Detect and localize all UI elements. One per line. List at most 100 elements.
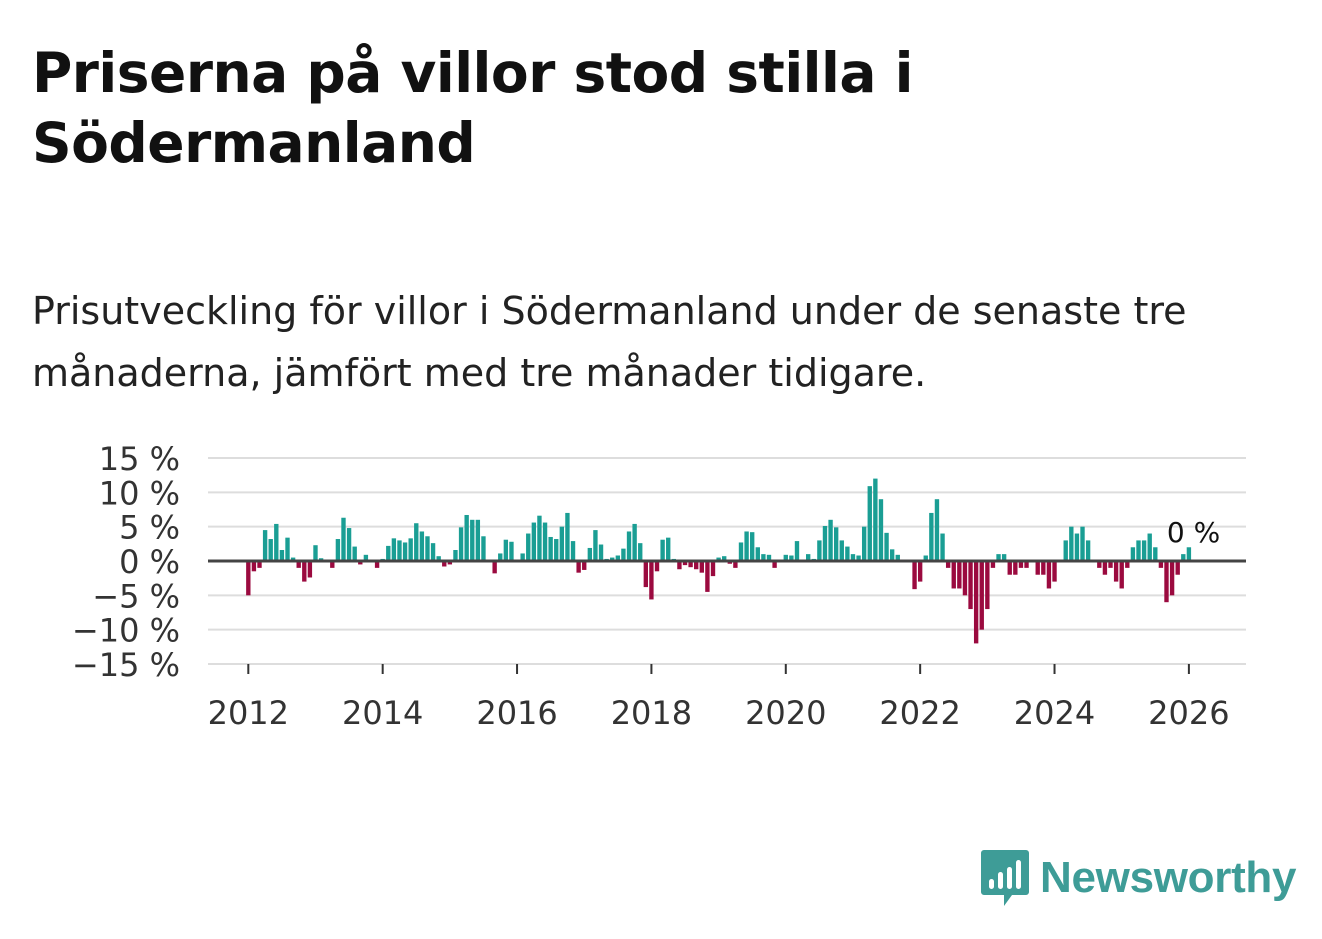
bar (962, 561, 968, 596)
bar (794, 541, 800, 561)
bar (576, 561, 581, 573)
bar (649, 561, 654, 600)
bar (1136, 540, 1141, 561)
bar (386, 545, 391, 561)
bar (257, 561, 262, 568)
bar (1169, 561, 1175, 596)
bar (878, 499, 884, 561)
bar (968, 561, 973, 610)
bar (262, 530, 268, 561)
bar (1085, 540, 1091, 561)
bar (593, 530, 598, 561)
bar (475, 519, 481, 561)
bar (374, 561, 380, 568)
bar (738, 542, 744, 561)
bar (940, 533, 945, 561)
y-tick-label: −10 % (72, 612, 180, 650)
bar (1080, 526, 1085, 561)
bar (408, 538, 413, 561)
bar (783, 554, 788, 561)
page-title: Priserna på villor stod stilla i Söderma… (32, 41, 914, 175)
y-tick-label: −5 % (92, 577, 180, 615)
bar (912, 561, 917, 590)
bar (1164, 561, 1169, 603)
bar (772, 561, 777, 568)
bar (453, 550, 458, 561)
bar (660, 539, 665, 561)
bar (447, 561, 453, 565)
bar (845, 546, 850, 561)
bar (1052, 561, 1057, 582)
bar (492, 561, 497, 574)
bar (973, 561, 979, 644)
bar (391, 538, 397, 561)
bar (1119, 561, 1124, 589)
bar (464, 514, 469, 561)
bar (279, 550, 285, 561)
bar-chart: 15 %10 %5 %0 %−5 %−10 %−15 % 2012 2014 201… (72, 440, 1246, 732)
y-tick-label: 5 % (119, 509, 180, 547)
y-axis-ticks: 15 %10 %5 %0 %−5 %−10 %−15 % (72, 440, 180, 684)
bar (419, 531, 425, 561)
bar (688, 561, 693, 568)
bar (346, 528, 352, 561)
bar (1158, 561, 1164, 568)
bar (1186, 547, 1192, 561)
bar (677, 561, 682, 570)
bar (945, 561, 951, 568)
bar (1147, 533, 1152, 561)
annotations: 0 % (1167, 516, 1220, 549)
x-tick-label: 2018 (611, 694, 692, 732)
bar (682, 561, 688, 566)
bar (1018, 561, 1024, 568)
bar (990, 561, 996, 568)
bar (733, 561, 738, 568)
x-tick-label: 2026 (1148, 694, 1229, 732)
bar (1013, 561, 1018, 575)
y-tick-label: −15 % (72, 646, 180, 684)
bar (666, 537, 671, 561)
bar (979, 561, 984, 630)
bar (425, 536, 430, 561)
bar (397, 540, 402, 561)
bar (626, 531, 632, 561)
bar (442, 561, 447, 567)
bar (806, 554, 811, 561)
bar (615, 555, 621, 561)
bar (744, 531, 749, 561)
x-tick-label: 2024 (1014, 694, 1095, 732)
bar (285, 537, 290, 561)
bar (481, 536, 486, 561)
bar (789, 555, 794, 561)
bar (313, 545, 318, 561)
bar (1113, 561, 1119, 582)
bar (296, 561, 301, 568)
bar (1181, 554, 1186, 561)
bar (917, 561, 923, 582)
y-tick-label: 10 % (99, 474, 180, 512)
x-tick-label: 2014 (342, 694, 423, 732)
bar (957, 561, 962, 589)
bar (1074, 533, 1080, 561)
bar (458, 527, 464, 561)
bar (570, 541, 576, 561)
bar (526, 533, 531, 561)
bar-chart-logo-icon (981, 850, 1029, 906)
bar (694, 561, 699, 570)
bar (1102, 561, 1108, 575)
last-value-label: 0 % (1167, 516, 1220, 549)
bar (884, 532, 889, 561)
bar (895, 554, 900, 561)
bar (873, 478, 878, 561)
bar (716, 557, 721, 561)
bar (352, 546, 357, 561)
bar (1035, 561, 1040, 575)
bar (358, 561, 363, 565)
bar (341, 517, 346, 561)
bar (722, 556, 727, 561)
bar (542, 522, 548, 561)
bar (565, 512, 570, 561)
bar (710, 561, 716, 577)
bar (1141, 540, 1147, 561)
bar (503, 539, 509, 561)
